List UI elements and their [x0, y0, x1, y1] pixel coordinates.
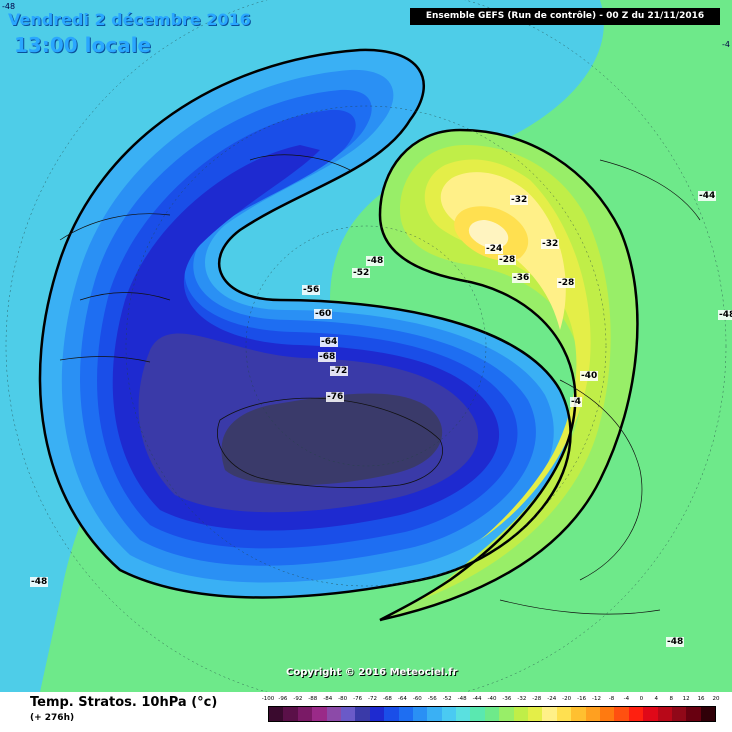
isotherm-label: -28 [557, 278, 576, 288]
scale-labels: -100 -96 -92 -88 -84 -80 -76 -72 -68 -64 -60 -56 -52… [262, 696, 720, 706]
scale-label: 0 [639, 696, 644, 702]
scale-label: -100 [261, 696, 275, 702]
scale-label: -92 [293, 696, 303, 702]
scale-swatch [556, 707, 572, 721]
scale-swatch [614, 707, 629, 721]
scale-swatch [283, 707, 298, 721]
scale-label: -56 [427, 696, 437, 702]
isotherm-label: -32 [510, 195, 529, 205]
scale-label: 20 [712, 696, 720, 702]
edge-label-top-left: -48 [2, 2, 16, 11]
scale-swatch [671, 707, 687, 721]
forecast-time: 13:00 locale [14, 33, 151, 57]
scale-swatch [269, 707, 284, 721]
isotherm-label: -40 [580, 371, 599, 381]
temperature-contours [0, 0, 727, 692]
scale-label: -8 [608, 696, 615, 702]
isotherm-label: -48 [30, 577, 49, 587]
scale-swatch [441, 707, 457, 721]
scale-label: -20 [562, 696, 572, 702]
isotherm-label: -56 [302, 285, 321, 295]
isotherm-label: -48 [366, 256, 385, 266]
scale-label: -60 [412, 696, 422, 702]
scale-label: -24 [547, 696, 557, 702]
scale-swatch [643, 707, 658, 721]
scale-swatch [412, 707, 428, 721]
isotherm-label: -72 [330, 366, 349, 376]
isotherm-label: -24 [485, 244, 504, 254]
scale-swatch [628, 707, 644, 721]
map-variable-title: Temp. Stratos. 10hPa (°c) [30, 695, 218, 710]
edge-label-top-right: -4 [722, 40, 730, 49]
scale-swatch [686, 707, 701, 721]
scale-label: -4 [623, 696, 630, 702]
scale-bar [268, 706, 716, 722]
scale-label: -84 [323, 696, 333, 702]
scale-label: -28 [532, 696, 542, 702]
scale-swatch [484, 707, 500, 721]
scale-swatch [398, 707, 413, 721]
isotherm-label: -60 [314, 309, 333, 319]
isotherm-label: -64 [320, 337, 339, 347]
scale-label: -96 [278, 696, 288, 702]
scale-label: -44 [472, 696, 482, 702]
scale-swatch [700, 707, 716, 721]
scale-label: -68 [382, 696, 392, 702]
isotherm-label: -48 [718, 310, 732, 320]
scale-swatch [369, 707, 385, 721]
run-info-banner: Ensemble GEFS (Run de contrôle) - 00 Z d… [410, 8, 720, 25]
scale-label: -36 [502, 696, 512, 702]
scale-swatch [657, 707, 672, 721]
scale-swatch [513, 707, 529, 721]
isotherm-label: -32 [541, 239, 560, 249]
isotherm-label: -36 [512, 273, 531, 283]
scale-label: -40 [487, 696, 497, 702]
isotherm-label: -52 [352, 268, 371, 278]
scale-label: 8 [669, 696, 673, 702]
scale-swatch [340, 707, 356, 721]
scale-label: -76 [353, 696, 363, 702]
scale-label: -48 [457, 696, 467, 702]
scale-swatch [456, 707, 471, 721]
forecast-date: Vendredi 2 décembre 2016 [8, 10, 251, 29]
isotherm-label: -48 [666, 637, 685, 647]
copyright-notice: Copyright © 2016 Meteociel.fr [286, 667, 458, 678]
scale-swatch [312, 707, 327, 721]
scale-label: -52 [442, 696, 452, 702]
scale-label: -32 [517, 696, 527, 702]
isotherm-label: -68 [318, 352, 337, 362]
scale-swatch [355, 707, 370, 721]
scale-label: -64 [397, 696, 407, 702]
scale-swatch [427, 707, 442, 721]
scale-swatch [542, 707, 557, 721]
scale-swatch [528, 707, 543, 721]
scale-label: 4 [654, 696, 659, 702]
scale-swatch [326, 707, 341, 721]
scale-swatch [599, 707, 615, 721]
forecast-lead-time: (+ 276h) [30, 713, 75, 723]
map-footer: Temp. Stratos. 10hPa (°c) (+ 276h) -100-… [0, 692, 732, 732]
scale-swatch [499, 707, 514, 721]
stratosphere-temperature-map: Vendredi 2 décembre 2016 13:00 locale En… [0, 0, 732, 692]
scale-label: 16 [697, 696, 705, 702]
isotherm-label: -4 [570, 397, 582, 407]
temperature-color-scale: -100 -96 -92 -88 -84 -80 -76 -72 -68 -64 -60 -56 -52… [262, 696, 720, 722]
scale-label: -12 [592, 696, 602, 702]
scale-label: -16 [577, 696, 587, 702]
isotherm-label: -44 [698, 191, 717, 201]
scale-label: 12 [682, 696, 690, 702]
scale-swatch [470, 707, 485, 721]
scale-swatch [585, 707, 600, 721]
scale-swatch [384, 707, 399, 721]
isotherm-label: -76 [326, 392, 345, 402]
scale-label: -72 [368, 696, 378, 702]
isotherm-label: -28 [498, 255, 517, 265]
scale-label: -80 [338, 696, 348, 702]
scale-swatch [571, 707, 586, 721]
scale-swatch [297, 707, 313, 721]
scale-label: -88 [308, 696, 318, 702]
